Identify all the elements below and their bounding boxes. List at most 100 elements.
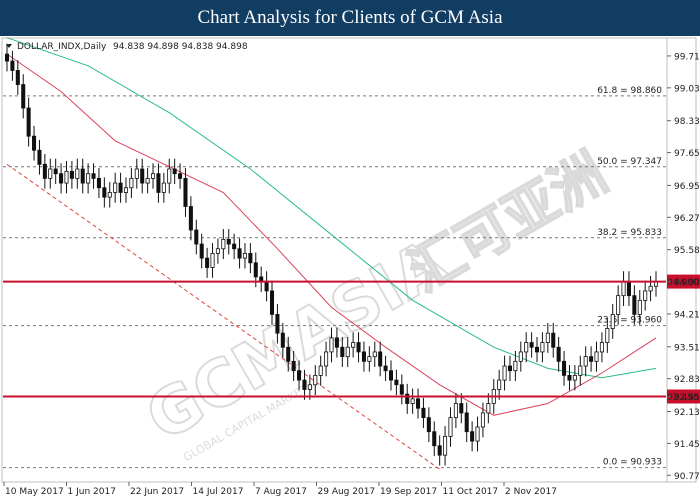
candle (578, 355, 583, 386)
candle-body (172, 168, 177, 175)
candle-body (53, 168, 58, 175)
candle-body (242, 253, 247, 259)
candle (188, 196, 193, 241)
page-title: Chart Analysis for Clients of GCM Asia (0, 0, 700, 36)
candle-body (264, 281, 269, 292)
candle (621, 271, 626, 306)
candle-body (643, 290, 648, 301)
candle-body (275, 314, 280, 334)
candle-body (578, 365, 583, 376)
candle (480, 402, 485, 438)
candle (405, 383, 410, 414)
candle-body (226, 238, 231, 245)
candle (356, 332, 361, 363)
candle-body (26, 107, 31, 137)
candle-body (37, 149, 42, 165)
candle (269, 280, 275, 325)
price-tick-label: 92.830 (674, 375, 700, 385)
candle (205, 247, 210, 278)
candle (237, 238, 242, 269)
candle-body (183, 177, 188, 207)
price-chart[interactable]: GCMASIA 汇可亚洲 GLOBAL CAPITAL MARKETS 61.8… (0, 36, 700, 500)
level-price-label: 92.450 (667, 393, 699, 403)
candle (96, 168, 101, 199)
candle (388, 360, 394, 391)
price-tick-label: 90.770 (674, 472, 700, 482)
candle (156, 163, 161, 203)
candle (551, 322, 556, 358)
candle (42, 153, 47, 189)
candle (183, 168, 188, 217)
candle (443, 426, 448, 466)
candle (524, 332, 529, 363)
candle (178, 163, 183, 189)
price-tick-label: 94.900 (674, 278, 700, 288)
candle (637, 290, 642, 325)
candle-body (96, 177, 101, 189)
price-tick-label: 94.210 (674, 310, 700, 320)
candle-body (399, 384, 404, 395)
candle (610, 304, 615, 339)
candle (616, 285, 621, 325)
candle (37, 139, 42, 175)
candle-body (215, 248, 220, 254)
candle (426, 407, 431, 443)
triangle-down-icon[interactable] (6, 44, 12, 48)
candle-body (572, 374, 577, 381)
candle-body (351, 342, 356, 348)
candle-body (140, 168, 145, 184)
candle (199, 233, 204, 269)
candle (15, 60, 20, 95)
candle-body (524, 342, 529, 353)
candle-body (318, 365, 323, 376)
fib-label: 61.8 = 98.860 (597, 86, 662, 96)
candle (502, 355, 507, 391)
fib-label: 0.0 = 90.933 (603, 458, 662, 468)
candle-body (15, 70, 20, 85)
candle (594, 341, 599, 372)
level-price-tag (667, 389, 700, 404)
candle (437, 435, 442, 466)
symbol-label: DOLLAR_INDX,Daily (17, 42, 107, 52)
price-tick-label: 95.580 (674, 246, 700, 256)
candle-body (416, 398, 421, 409)
candle-body (48, 168, 53, 179)
candle (134, 158, 139, 189)
time-tick-label: 29 Aug 2017 (318, 487, 376, 497)
candle (113, 172, 118, 203)
candle (643, 280, 648, 311)
candle (167, 158, 172, 194)
candle (280, 322, 285, 358)
candle (394, 369, 399, 396)
candle-body (145, 177, 150, 184)
candle-body (437, 445, 442, 456)
candle-body (178, 173, 183, 179)
candle (448, 407, 453, 447)
candle-body (529, 342, 534, 348)
candle (313, 365, 318, 396)
candle (242, 243, 247, 269)
candle-body (621, 281, 626, 297)
candle-body (378, 351, 383, 367)
candle-body (307, 384, 312, 390)
candle-body (589, 356, 594, 362)
candle (599, 332, 604, 363)
candle (410, 388, 415, 414)
price-tick-label: 93.510 (674, 343, 700, 353)
candle-body (545, 332, 550, 343)
candle-body (253, 262, 258, 278)
candle (507, 355, 512, 382)
candle (107, 182, 112, 208)
level-lines: 94.900 92.450 (3, 274, 700, 404)
candle (464, 402, 469, 443)
candle (589, 346, 594, 372)
time-tick-label: 10 May 2017 (5, 487, 64, 497)
candle (21, 74, 26, 119)
candle-body (345, 346, 350, 358)
candle (416, 388, 421, 419)
candle (118, 172, 123, 203)
candle (286, 336, 291, 372)
candle-body (497, 379, 502, 390)
candle (259, 266, 264, 292)
candle-body (394, 379, 399, 386)
